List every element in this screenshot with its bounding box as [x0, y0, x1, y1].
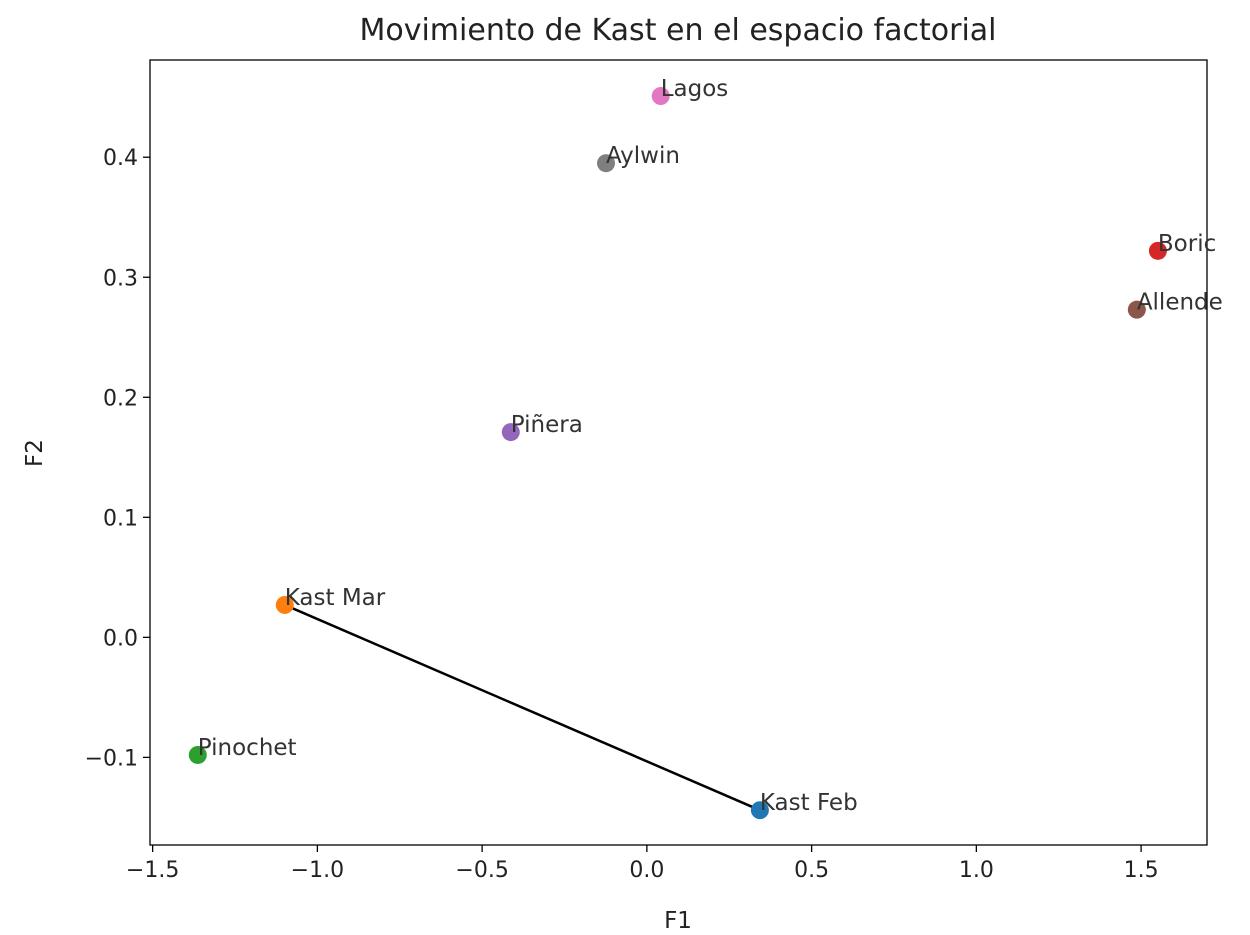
plot-frame [149, 59, 1208, 846]
point [597, 154, 616, 173]
point-label: Allende [1137, 290, 1223, 316]
point-label: Boric [1158, 231, 1216, 257]
y-tick-label: 0.2 [103, 386, 138, 411]
point-label: Piñera [511, 412, 583, 438]
chart-title: Movimiento de Kast en el espacio factori… [359, 13, 996, 48]
x-tick-label: 1.5 [1124, 858, 1159, 883]
point-label: Pinochet [198, 735, 297, 761]
x-tick-label: −1.5 [126, 858, 179, 883]
x-tick-label: −1.0 [291, 858, 344, 883]
y-tick-label: 0.4 [103, 146, 138, 171]
x-tick-label: −0.5 [455, 858, 508, 883]
x-axis-label: F1 [664, 908, 692, 934]
y-tick-label: 0.0 [103, 626, 138, 651]
x-tick-label: 0.0 [629, 858, 664, 883]
x-tick-label: 1.0 [959, 858, 994, 883]
point-label: Kast Feb [760, 790, 858, 816]
point [1127, 300, 1146, 319]
plot: −1.5 −1.0 −0.5 0.0 0.5 1.0 1.5 −0.1 0.0 0.1 0.2 0.3… [85, 59, 1223, 883]
y-tick-label: −0.1 [85, 746, 138, 771]
point [750, 801, 769, 820]
y-axis-label: F2 [22, 439, 48, 467]
point [275, 595, 294, 614]
point [1148, 241, 1167, 260]
x-tick-label: 0.5 [794, 858, 829, 883]
point-label: Lagos [661, 76, 729, 102]
y-tick-label: 0.1 [103, 506, 138, 531]
point [501, 423, 520, 442]
point [188, 745, 207, 764]
movement-line [284, 603, 761, 812]
y-tick-label: 0.3 [103, 266, 138, 291]
point-label: Aylwin [606, 143, 680, 169]
point [651, 87, 670, 106]
point-label: Kast Mar [285, 585, 386, 611]
